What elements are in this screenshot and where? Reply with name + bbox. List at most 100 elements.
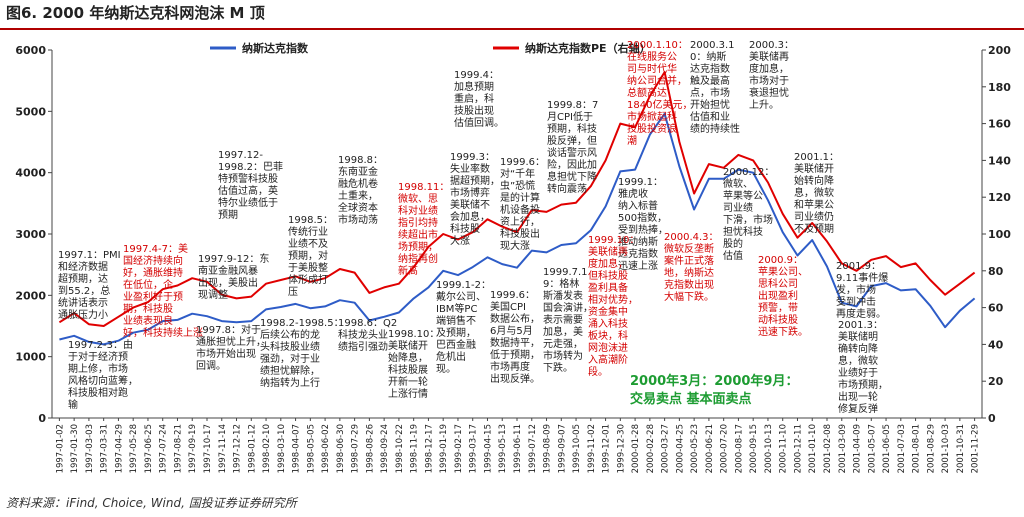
y-right-tick-label: 140 bbox=[988, 154, 1011, 167]
annotation-a28: 1998.10：美联储开始降息，科技股展开新一轮上涨行情 bbox=[388, 329, 439, 400]
x-tick-label: 2000-11-10 bbox=[779, 424, 789, 473]
x-tick-label: 2001-03-09 bbox=[838, 424, 848, 473]
annotation-a21: 2001.1：美联储开始转向降息，微软和苹果公司业绩仍不及预期 bbox=[794, 152, 839, 235]
annotation-a26: 1998.2-1998.5：后续公布的龙头科技股业绩强劲，对于业绩担忧解除，纳指… bbox=[260, 318, 344, 389]
x-tick-label: 1997-03-03 bbox=[85, 424, 95, 473]
y-right-tick-label: 200 bbox=[988, 44, 1011, 57]
y-right-tick-label: 160 bbox=[988, 118, 1011, 131]
x-tick-label: 2001-07-03 bbox=[897, 424, 907, 473]
y-left-tick-label: 4000 bbox=[15, 167, 46, 180]
x-tick-label: 1998-06-30 bbox=[336, 424, 346, 473]
green-sell-label-0: 2000年3月：2000年9月： bbox=[630, 373, 798, 389]
x-tick-label: 2000-09-15 bbox=[749, 424, 759, 473]
x-tick-label: 1998-10-22 bbox=[395, 424, 405, 473]
x-tick-label: 1999-02-17 bbox=[454, 424, 464, 473]
x-tick-label: 1997-09-19 bbox=[188, 424, 198, 473]
x-tick-label: 1999-01-19 bbox=[439, 424, 449, 473]
x-tick-label: 1997-01-02 bbox=[55, 424, 65, 473]
annotation-a25: 1997.2-3：由于对于经济预期上修，市场风格切向蓝筹，科技股相对跑输 bbox=[68, 338, 138, 411]
annotation-a20: 2000.9：苹果公司、思科公司出现盈利预警，带动科技股迅速下跌。 bbox=[758, 255, 808, 338]
series-line-pe bbox=[58, 71, 976, 327]
y-left-tick-label: 1000 bbox=[15, 351, 46, 364]
y-left-tick-label: 6000 bbox=[15, 44, 46, 57]
annotation-a27: 1998.6：Q2 科技龙头业绩指引强劲 bbox=[338, 318, 397, 353]
x-tick-label: 1997-12-12 bbox=[233, 424, 243, 473]
x-tick-label: 2001-10-31 bbox=[956, 424, 966, 473]
x-tick-label: 2001-02-08 bbox=[823, 424, 833, 473]
x-tick-label: 1999-10-05 bbox=[572, 424, 582, 473]
y-right-tick-label: 60 bbox=[988, 302, 1004, 315]
y-right-tick-label: 0 bbox=[988, 412, 996, 425]
annotation-a6: 1998.8：东南亚金融危机卷土重来，全球资本市场动荡 bbox=[338, 155, 383, 226]
annotation-a18: 2000.4.3：微软反垄断案件正式落地，纳斯达克指数出现大幅下跌。 bbox=[664, 232, 719, 303]
x-tick-label: 1999-07-12 bbox=[528, 424, 538, 473]
x-tick-label: 2001-06-05 bbox=[882, 424, 892, 473]
x-tick-label: 1999-04-15 bbox=[483, 424, 493, 473]
y-right-tick-label: 180 bbox=[988, 81, 1011, 94]
x-tick-label: 1998-02-10 bbox=[262, 424, 272, 473]
y-left-tick-label: 5000 bbox=[15, 105, 46, 118]
x-tick-label: 1999-12-01 bbox=[602, 424, 612, 473]
x-tick-label: 1997-03-31 bbox=[100, 424, 110, 473]
x-tick-label: 1997-10-17 bbox=[203, 424, 213, 473]
x-tick-label: 1997-07-24 bbox=[159, 424, 169, 473]
annotation-a15: 1999.1：雅虎收纳入标普 500指数，受到热捧，推动纳斯达克指数迅速上涨 bbox=[618, 177, 668, 272]
x-tick-label: 1997-06-25 bbox=[144, 424, 154, 473]
y-right-tick-label: 120 bbox=[988, 191, 1011, 204]
x-tick-label: 2001-04-09 bbox=[853, 424, 863, 473]
x-tick-label: 1998-01-12 bbox=[247, 424, 257, 473]
annotation-a17: 1999.7.1 9：格林斯潘发表国会演讲，表示需要加息，美元走强，市场转为下跌。 bbox=[543, 267, 593, 374]
x-tick-label: 1999-11-02 bbox=[587, 424, 597, 473]
annotation-a19: 2000.12：微软、苹果等公司业绩下滑，市场担忧科技股的估值 bbox=[723, 167, 774, 262]
annotation-a29: 1999.1-2：戴尔公司、 IBM等PC 端销售不及预期，巴西金融危机出现。 bbox=[436, 280, 491, 375]
x-tick-label: 2001-05-07 bbox=[867, 424, 877, 473]
x-tick-label: 2000-02-28 bbox=[646, 424, 656, 473]
x-tick-label: 2000-05-23 bbox=[690, 424, 700, 473]
legend-nasdaq-label: 纳斯达克指数 bbox=[242, 41, 309, 55]
y-right-tick-label: 100 bbox=[988, 228, 1011, 241]
annotation-a2: 1997.4-7：美国经济持续向好，通胀维持在低位，企业盈利好于预期，科技股业绩… bbox=[123, 242, 203, 339]
annotation-a7: 1998.11：微软、思科对业绩指引均持续超出市场预期，纳指再创新高 bbox=[398, 182, 449, 277]
annotation-a4: 1997.9-12：东南亚金融风暴出现，美股出现调整 bbox=[198, 252, 269, 301]
annotation-a9: 1999.3：失业率数据超预期，市场博弈美联储不会加息，科技股大涨 bbox=[450, 152, 500, 247]
annotation-a12: 2000.1.10：在线服务公司与时代华纳公司合并，总额高达 1840亿美元，市场… bbox=[627, 40, 692, 147]
annotation-a24: 1997.8：对于通胀担忧上升，市场开始出现回调。 bbox=[196, 323, 266, 372]
x-tick-label: 1998-03-10 bbox=[277, 424, 287, 473]
x-tick-label: 2000-08-17 bbox=[734, 424, 744, 473]
annotation-a23: 2001.3：美联储明确转向降息，微软业绩好于市场预期，出现一轮修复反弹 bbox=[838, 320, 888, 415]
x-tick-label: 2000-04-25 bbox=[675, 424, 685, 473]
x-tick-label: 1997-05-28 bbox=[129, 424, 139, 473]
x-tick-label: 2000-10-13 bbox=[764, 424, 774, 473]
y-right-tick-label: 80 bbox=[988, 265, 1004, 278]
legend-pe-label: 纳斯达克指数PE（右轴） bbox=[525, 41, 651, 55]
source-note: 资料来源：iFind, Choice, Wind, 国投证券证券研究所 bbox=[6, 496, 297, 510]
x-tick-label: 2001-01-10 bbox=[808, 424, 818, 473]
x-tick-label: 2000-07-20 bbox=[720, 424, 730, 473]
y-right-tick-label: 20 bbox=[988, 375, 1004, 388]
x-tick-label: 2001-08-29 bbox=[926, 424, 936, 473]
green-sell-label-1: 交易卖点 基本面卖点 bbox=[630, 391, 752, 407]
x-tick-label: 1998-07-29 bbox=[351, 424, 361, 473]
x-tick-label: 1999-03-17 bbox=[469, 424, 479, 473]
x-tick-label: 1997-04-29 bbox=[114, 424, 124, 473]
y-left-tick-label: 2000 bbox=[15, 289, 46, 302]
x-tick-label: 2001-11-29 bbox=[971, 424, 981, 473]
annotation-a10: 1999.6：对“千年虫”恐慌是的计算机设备投资上行，科技股出现大涨 bbox=[500, 157, 545, 252]
y-left-tick-label: 0 bbox=[38, 412, 46, 425]
annotation-a5: 1998.5：传统行业业绩不及预期，对于美股整体形成打压 bbox=[288, 215, 333, 298]
page-title: 图6. 2000 年纳斯达克科网泡沫 M 顶 bbox=[6, 4, 265, 22]
x-tick-label: 1998-05-05 bbox=[306, 424, 316, 473]
annotation-a1: 1997.1：PMI 和经济数据超预期，达到55.2，总统讲话表示通胀压力小 bbox=[58, 250, 121, 321]
x-tick-label: 2000-03-27 bbox=[661, 424, 671, 473]
x-tick-label: 1998-06-02 bbox=[321, 424, 331, 473]
x-tick-label: 1999-12-30 bbox=[616, 424, 626, 473]
x-tick-label: 1998-11-19 bbox=[410, 424, 420, 473]
x-tick-label: 2001-10-03 bbox=[941, 424, 951, 473]
x-tick-label: 1997-11-14 bbox=[218, 424, 228, 473]
title-rule bbox=[0, 28, 1024, 30]
x-tick-label: 1998-12-17 bbox=[424, 424, 434, 473]
x-tick-label: 2000-06-21 bbox=[705, 424, 715, 473]
annotation-a8: 1999.4：加息预期重启，科技股出现估值回调。 bbox=[454, 70, 504, 129]
x-tick-label: 1997-08-21 bbox=[173, 424, 183, 473]
annotation-a16: 1999.10：美联储再度加息，但科技股盈利具备相对优势，资金集中涌入科技板块，… bbox=[588, 235, 639, 378]
